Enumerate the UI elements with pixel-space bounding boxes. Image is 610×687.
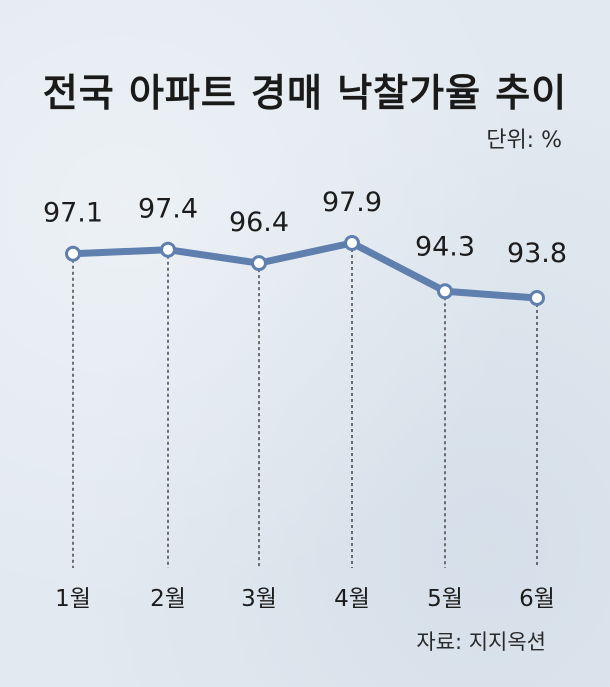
value-label-6: 93.8 [507,238,567,269]
x-tick-label-1: 1월 [55,586,91,612]
value-label-1: 97.1 [43,198,103,229]
x-tick-label-5: 5월 [427,586,463,612]
source-note: 자료: 지지옥션 [416,630,546,654]
unit-label: 단위: % [486,128,562,153]
value-label-5: 94.3 [415,231,475,262]
series-line [69,239,541,302]
value-label-4: 97.9 [322,187,382,218]
data-point-1 [65,245,81,262]
data-point-2 [160,241,176,258]
data-point-4 [344,235,360,251]
data-point-3 [251,255,267,272]
x-tick-label-2: 2월 [150,586,186,612]
value-label-2: 97.4 [138,194,198,225]
data-point-6 [529,290,545,306]
data-point-5 [437,283,453,300]
x-tick-label-4: 4월 [334,586,370,612]
x-tick-label-6: 6월 [519,586,555,612]
x-tick-label-3: 3월 [241,586,277,612]
value-label-3: 96.4 [229,207,289,238]
chart-title: 전국 아파트 경매 낙찰가율 추이 [42,71,568,115]
